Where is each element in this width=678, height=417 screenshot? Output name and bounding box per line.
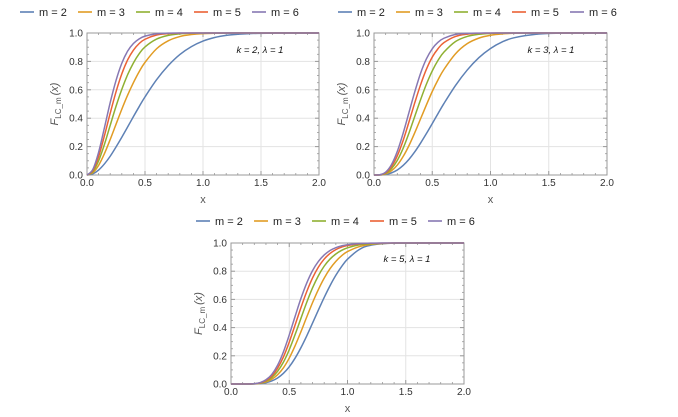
y-tick-label: 0.4 [356,114,370,125]
x-tick-label: 0.5 [282,387,296,398]
x-tick-label: 2.0 [312,178,326,189]
series-line-m6 [86,32,319,176]
y-tick-label: 0.2 [69,142,83,153]
y-label-arg: (x) [193,292,205,305]
chart-panel-2: m = 2 m = 3 m = 4 m = 5 m = 6 0.0 0.5 1.0 1.5 2.0… [336,7,617,206]
legend-label-m5: m = 5 [389,216,417,228]
y-label-sub: LC_m [341,97,350,119]
y-tick-label: 0.0 [213,380,227,391]
y-tick-label: 0.0 [69,171,83,182]
y-label-main: F [336,117,348,125]
y-tick-label: 0.6 [69,85,83,96]
y-tick-label: 1.0 [356,29,370,40]
legend-label-m4: m = 4 [473,7,501,19]
series-line-m2 [374,32,608,176]
y-label-main: F [49,117,61,125]
y-tick-label: 0.6 [213,295,227,306]
x-tick-label: 0.0 [367,178,381,189]
y-tick-label: 0.4 [69,114,83,125]
legend: m = 2 m = 3 m = 4 m = 5 m = 6 [196,216,475,228]
y-tick-label: 0.8 [69,57,83,68]
legend-label-m6: m = 6 [271,7,299,19]
x-tick-label: 0.5 [138,178,152,189]
x-axis-label: x [488,194,494,206]
legend-label-m2: m = 2 [357,7,385,19]
x-tick-label: 1.0 [484,178,498,189]
x-tick-label: 1.5 [542,178,556,189]
y-tick-label: 1.0 [69,29,83,40]
legend-label-m2: m = 2 [215,216,243,228]
panel-annotation: k = 2, λ = 1 [237,45,284,56]
x-tick-label: 0.0 [80,178,94,189]
legend-label-m2: m = 2 [39,7,67,19]
series-line-m6 [230,242,465,385]
y-axis-label: FLC_m (x) [193,292,207,335]
legend-label-m5: m = 5 [531,7,559,19]
x-axis-label: x [200,194,206,206]
x-tick-label: 2.0 [457,387,471,398]
y-axis-label: FLC_m (x) [336,82,350,125]
y-label-arg: (x) [336,82,348,95]
x-tick-label: 1.5 [254,178,268,189]
x-axis-label: x [345,403,351,415]
y-tick-label: 0.2 [356,142,370,153]
legend-label-m6: m = 6 [589,7,617,19]
legend: m = 2 m = 3 m = 4 m = 5 m = 6 [338,7,617,19]
chart-panel-3: m = 2 m = 3 m = 4 m = 5 m = 6 0.0 0.5 1.0 1.5 2.0… [193,216,475,415]
y-label-main: F [193,327,205,335]
series-line-m6 [373,32,607,176]
panel-annotation: k = 5, λ = 1 [384,254,431,265]
legend-label-m3: m = 3 [273,216,301,228]
y-tick-label: 0.6 [356,85,370,96]
y-label-sub: LC_m [54,97,63,119]
y-tick-label: 0.0 [356,171,370,182]
y-tick-label: 0.2 [213,351,227,362]
grid [87,33,319,175]
y-tick-label: 0.8 [213,267,227,278]
legend-label-m3: m = 3 [415,7,443,19]
x-tick-label: 2.0 [600,178,614,189]
legend-label-m5: m = 5 [213,7,241,19]
legend-label-m4: m = 4 [331,216,359,228]
y-label-sub: LC_m [198,307,207,329]
x-tick-label: 1.0 [196,178,210,189]
legend: m = 2 m = 3 m = 4 m = 5 m = 6 [20,7,299,19]
x-tick-label: 1.5 [399,387,413,398]
y-axis-label: FLC_m (x) [49,82,63,125]
legend-label-m6: m = 6 [447,216,475,228]
chart-panel-1: m = 2 m = 3 m = 4 m = 5 m = 6 0.0 0.5 1.0 1.5 2.0… [20,7,326,206]
y-tick-label: 1.0 [213,239,227,250]
y-tick-label: 0.8 [356,57,370,68]
series-line-m2 [86,32,320,176]
x-tick-label: 0.5 [425,178,439,189]
legend-label-m3: m = 3 [97,7,125,19]
y-label-arg: (x) [49,82,61,95]
x-tick-label: 1.0 [341,387,355,398]
x-tick-label: 0.0 [224,387,238,398]
legend-label-m4: m = 4 [155,7,183,19]
y-tick-label: 0.4 [213,323,227,334]
grid [231,243,464,384]
panel-annotation: k = 3, λ = 1 [528,45,575,56]
